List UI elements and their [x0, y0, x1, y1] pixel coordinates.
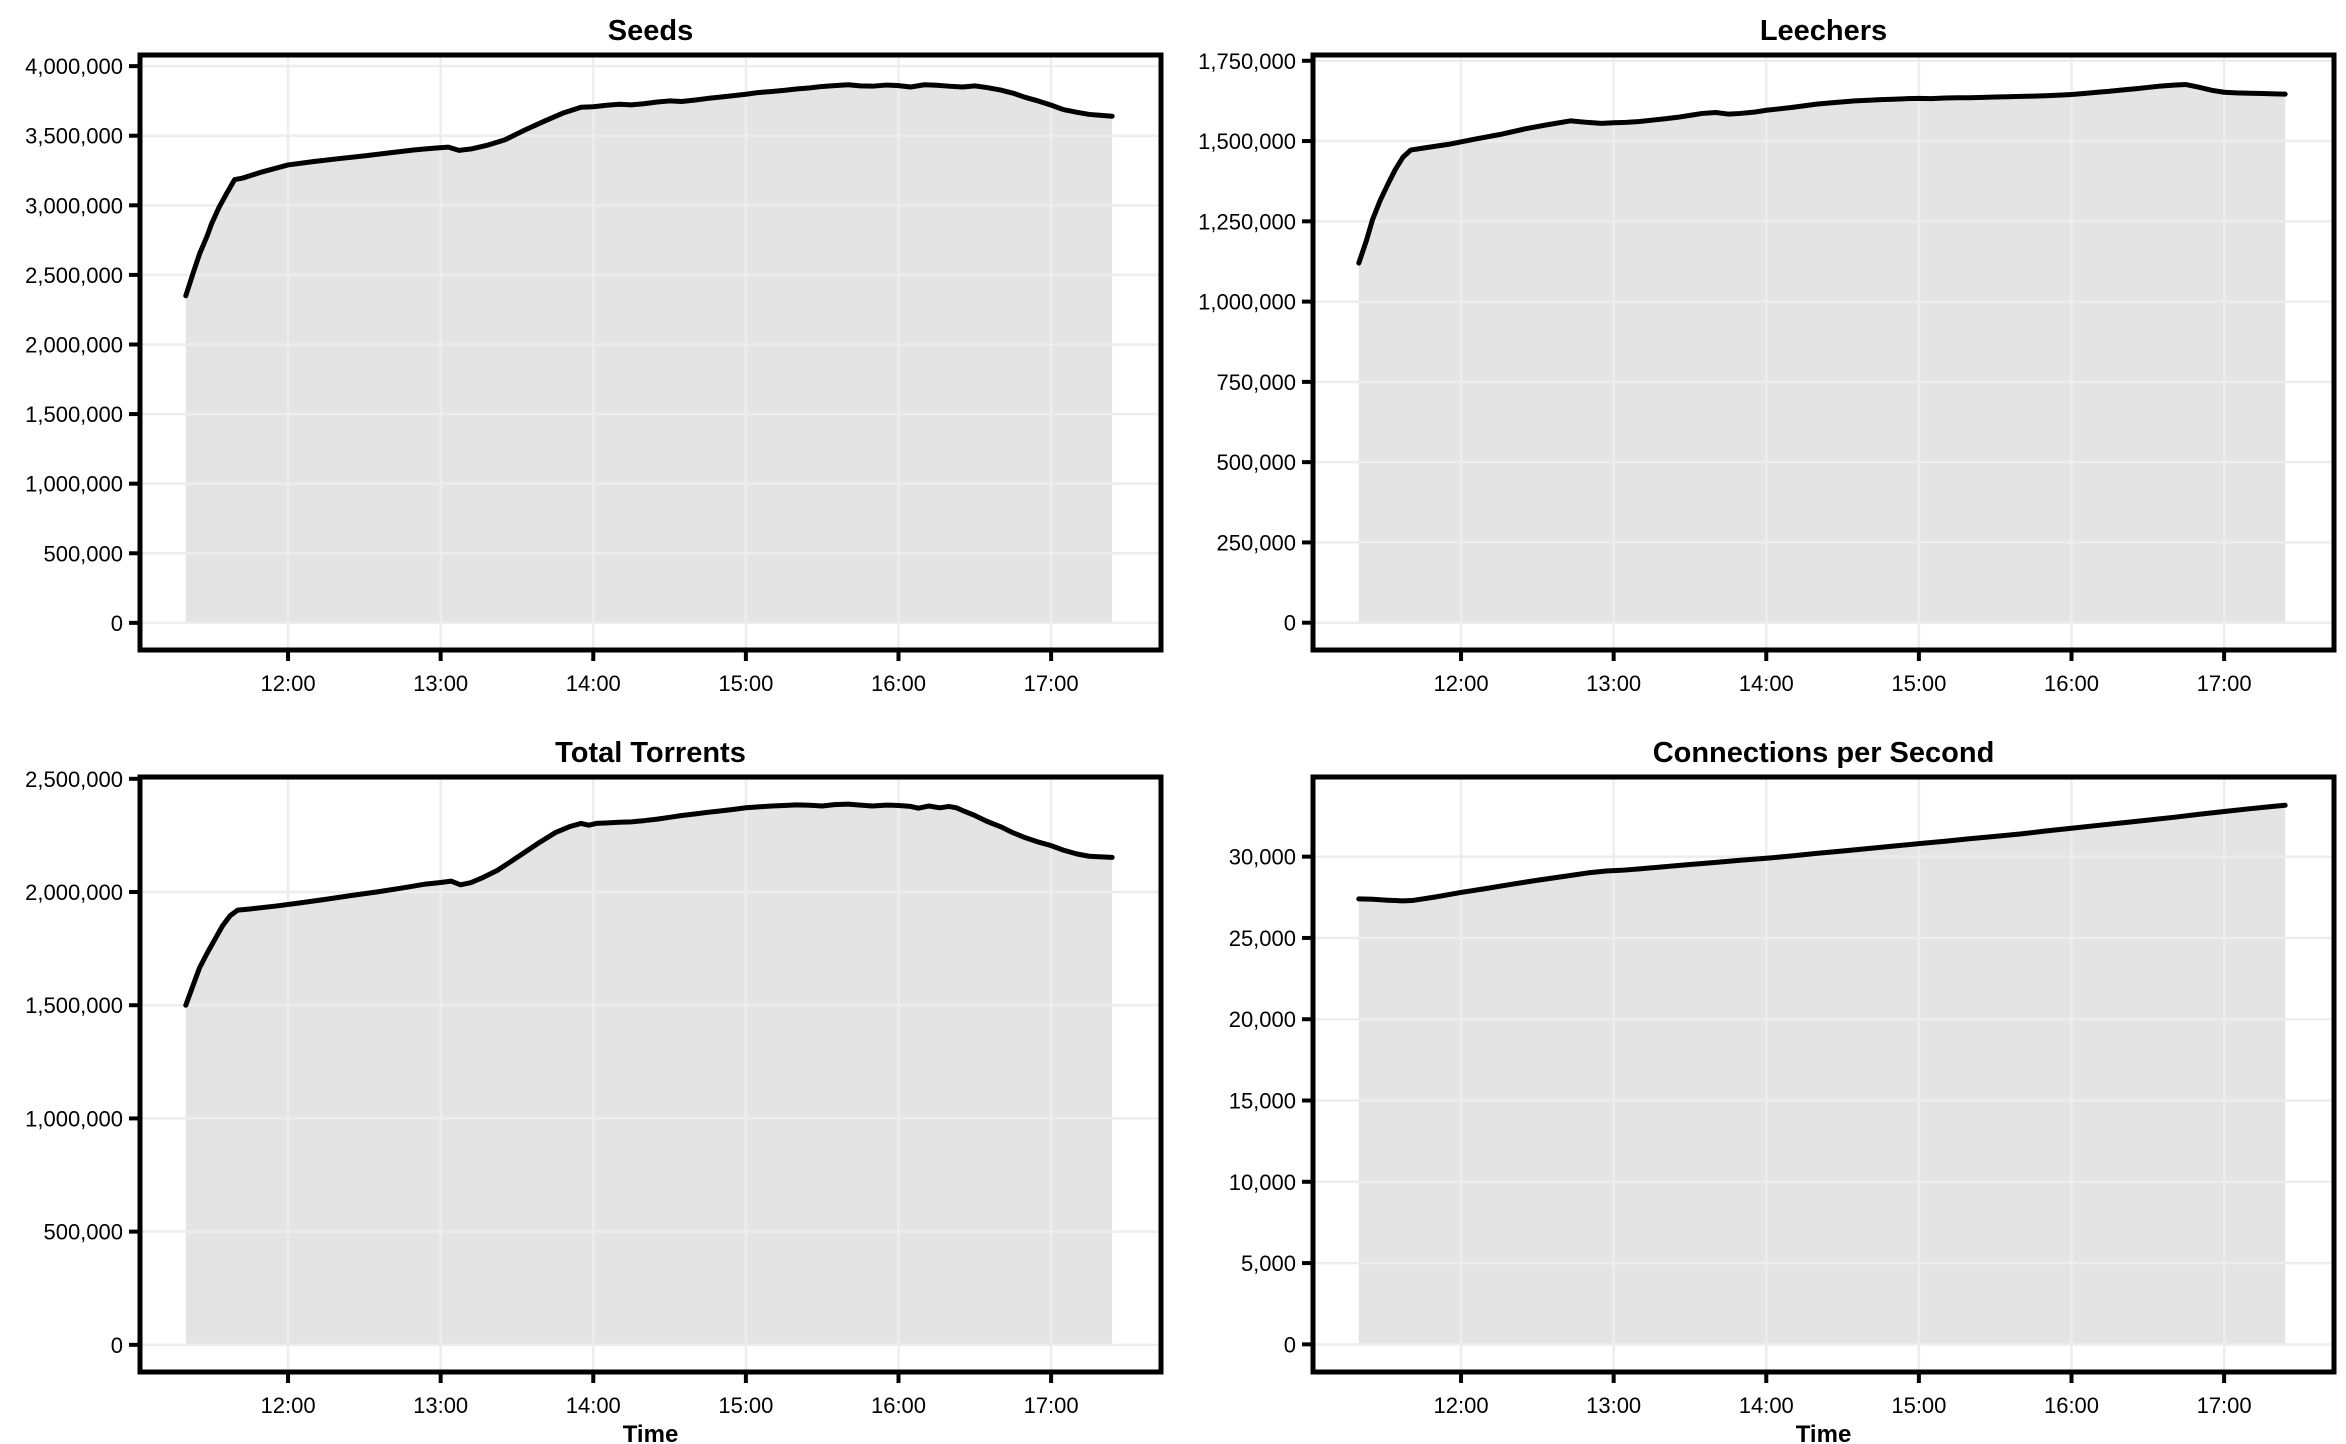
- y-tick-label: 0: [111, 611, 123, 636]
- y-tick-label: 1,500,000: [1198, 129, 1296, 154]
- y-tick-label: 1,250,000: [1198, 209, 1296, 234]
- x-tick-label: 15:00: [1891, 671, 1946, 696]
- x-tick-label: 17:00: [1024, 671, 1079, 696]
- y-tick-label: 500,000: [43, 541, 123, 566]
- chart-title: Connections per Second: [1653, 737, 1995, 769]
- y-tick-label: 1,000,000: [25, 472, 123, 497]
- data-line: [1356, 82, 2288, 266]
- x-axis-label: Time: [623, 1421, 679, 1444]
- x-tick-label: 14:00: [566, 1393, 621, 1418]
- x-tick-label: 17:00: [2197, 1393, 2252, 1418]
- x-tick-label: 13:00: [1586, 671, 1641, 696]
- chart-title: Total Torrents: [555, 737, 746, 769]
- y-tick-label: 0: [1284, 611, 1296, 636]
- x-tick-label: 12:00: [1434, 671, 1489, 696]
- x-tick-label: 17:00: [2197, 671, 2252, 696]
- x-tick-label: 12:00: [1434, 1393, 1489, 1418]
- x-tick-label: 17:00: [1024, 1393, 1079, 1418]
- y-tick-label: 750,000: [1216, 370, 1296, 395]
- chart-panel-seeds: 0 500,000 1,000,000 1,500,000 2,000,000 2,500…: [0, 0, 1173, 722]
- x-tick-label: 13:00: [413, 671, 468, 696]
- chart-panel-leechers: 0 250,000 500,000 750,000 1,000,000 1,250,000…: [1173, 0, 2346, 722]
- plot-border: [137, 52, 1164, 653]
- data-line: [1356, 802, 2288, 904]
- chart-svg: 0 500,000 1,000,000 1,500,000 2,000,000 2,500…: [25, 737, 1164, 1444]
- y-tick-label: 500,000: [1216, 450, 1296, 475]
- x-tick-label: 16:00: [2044, 671, 2099, 696]
- y-tick-label: 4,000,000: [25, 54, 123, 79]
- y-tick-label: 2,000,000: [25, 332, 123, 357]
- area-fill: [1358, 805, 2286, 1345]
- x-tick-label: 16:00: [871, 1393, 926, 1418]
- x-tick-label: 14:00: [566, 671, 621, 696]
- chart-panel-total-torrents: 0 500,000 1,000,000 1,500,000 2,000,000 2,500…: [0, 722, 1173, 1444]
- y-tick-label: 3,500,000: [25, 124, 123, 149]
- y-tick-label: 250,000: [1216, 530, 1296, 555]
- y-tick-label: 1,500,000: [25, 993, 123, 1018]
- chart-title: Leechers: [1760, 15, 1887, 47]
- y-tick-label: 15,000: [1229, 1089, 1296, 1114]
- x-tick-label: 16:00: [2044, 1393, 2099, 1418]
- plot-border: [1310, 774, 2337, 1375]
- y-tick-label: 30,000: [1229, 845, 1296, 870]
- y-tick-label: 3,000,000: [25, 193, 123, 218]
- x-tick-label: 15:00: [1891, 1393, 1946, 1418]
- y-tick-label: 1,750,000: [1198, 49, 1296, 74]
- chart-svg: 0 500,000 1,000,000 1,500,000 2,000,000 2,500…: [25, 15, 1164, 696]
- x-tick-label: 13:00: [1586, 1393, 1641, 1418]
- data-line: [183, 801, 1115, 1008]
- x-tick-label: 16:00: [871, 671, 926, 696]
- y-tick-label: 5,000: [1241, 1251, 1296, 1276]
- y-tick-label: 10,000: [1229, 1170, 1296, 1195]
- x-tick-label: 14:00: [1739, 671, 1794, 696]
- y-tick-label: 1,500,000: [25, 402, 123, 427]
- x-tick-label: 15:00: [718, 1393, 773, 1418]
- y-tick-label: 20,000: [1229, 1007, 1296, 1032]
- y-tick-label: 500,000: [43, 1220, 123, 1245]
- x-tick-label: 12:00: [261, 1393, 316, 1418]
- plot-border: [137, 774, 1164, 1375]
- x-axis-label: Time: [1796, 1421, 1852, 1444]
- area-fill: [185, 804, 1113, 1345]
- chart-svg: 0 5,000 10,000 15,000 20,000 25,000 30,000 12:0…: [1229, 737, 2337, 1444]
- plot-border: [1310, 52, 2337, 653]
- y-tick-label: 25,000: [1229, 926, 1296, 951]
- x-tick-label: 14:00: [1739, 1393, 1794, 1418]
- area-fill: [1358, 84, 2286, 623]
- y-tick-label: 2,500,000: [25, 263, 123, 288]
- area-fill: [185, 84, 1113, 623]
- chart-title: Seeds: [608, 15, 693, 47]
- y-tick-label: 0: [1284, 1332, 1296, 1357]
- x-tick-label: 15:00: [718, 671, 773, 696]
- y-tick-label: 2,000,000: [25, 880, 123, 905]
- chart-svg: 0 250,000 500,000 750,000 1,000,000 1,250,000…: [1198, 15, 2337, 696]
- x-tick-label: 13:00: [413, 1393, 468, 1418]
- x-tick-label: 12:00: [261, 671, 316, 696]
- y-tick-label: 1,000,000: [25, 1106, 123, 1131]
- y-tick-label: 2,500,000: [25, 767, 123, 792]
- chart-panel-connections-per-second: 0 5,000 10,000 15,000 20,000 25,000 30,000 12:0…: [1173, 722, 2346, 1444]
- data-line: [183, 82, 1115, 299]
- y-tick-label: 0: [111, 1333, 123, 1358]
- y-tick-label: 1,000,000: [1198, 290, 1296, 315]
